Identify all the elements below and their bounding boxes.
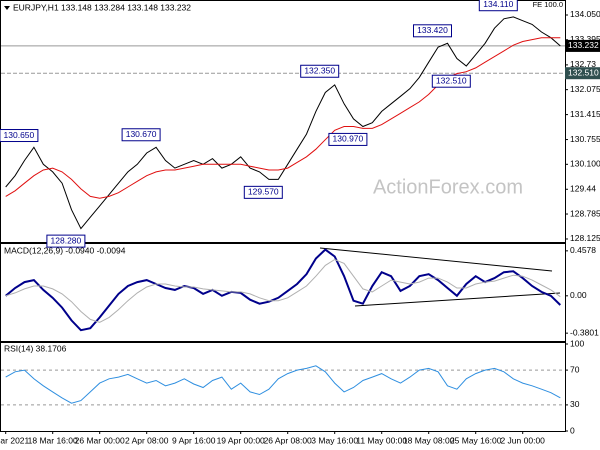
y-tick-label: 134.050 (570, 9, 600, 19)
trendline (319, 247, 553, 272)
y-tick-label: 130.755 (570, 134, 600, 144)
icon (4, 6, 10, 10)
annotation-box (0, 129, 39, 143)
macd-panel (0, 243, 566, 342)
series-line (5, 365, 561, 404)
y-tick-label: 133.395 (570, 34, 600, 44)
price-panel (0, 0, 566, 243)
x-tick-label: 18 May 08:00 (403, 435, 455, 445)
x-tick-label: 2 Apr 08:00 (125, 435, 169, 445)
x-tick-label: 3 May 16:00 (311, 435, 358, 445)
annotation-label: 134.110 (483, 0, 513, 9)
x-tick-label: 11 May 00:00 (356, 435, 407, 445)
annotation-box (328, 132, 368, 146)
annotation-label: 130.650 (4, 130, 35, 140)
trendline (354, 292, 561, 307)
rsi-panel (0, 342, 566, 432)
annotation-label: 132.350 (304, 66, 335, 76)
x-tick-label: 2 Jun 00:00 (500, 435, 545, 445)
x-tick-label: 25 May 16:00 (450, 435, 502, 445)
fe-label: FE 100.0 (533, 0, 563, 9)
y-tick-label: 128.785 (570, 208, 600, 218)
annotation-box (431, 74, 471, 88)
y-tick-label: 130.100 (570, 159, 600, 169)
annotation-label: 128.280 (51, 235, 82, 245)
series-line (5, 258, 561, 323)
series-line (5, 248, 561, 332)
annotation-box (46, 234, 86, 248)
y-tick-label: 131.415 (570, 109, 600, 119)
annotation-box (300, 64, 340, 78)
annotation-label: 133.420 (417, 25, 448, 35)
y-tick-label: 0.00 (570, 290, 587, 300)
annotation-label: 129.570 (248, 187, 279, 197)
y-tick-label: 30 (570, 399, 580, 409)
price-box (565, 39, 600, 52)
annotation-label: 130.970 (333, 134, 364, 144)
rsi-title: RSI(14) 38.1706 (4, 343, 67, 353)
y-tick-label: 0.4578 (570, 245, 596, 255)
series-line (5, 37, 561, 199)
series-line (5, 16, 561, 230)
price-box-label: 133.232 (568, 40, 599, 50)
y-tick-label: 129.44 (570, 184, 596, 194)
y-tick-label: 132.73 (570, 59, 596, 69)
macd-title: MACD(12,26,9) -0.0940 -0.0094 (4, 245, 126, 255)
watermark: ActionForex.com (373, 176, 523, 198)
annotation-label: 132.510 (436, 75, 467, 85)
price-box-label: 132.510 (568, 67, 599, 77)
x-tick-label: 26 Mar 00:00 (75, 435, 125, 445)
x-tick-label: 18 Mar 16:00 (28, 435, 78, 445)
y-tick-label: 0 (570, 425, 575, 435)
x-tick-label: 19 Apr 00:00 (217, 435, 265, 445)
y-tick-label: 128.125 (570, 233, 600, 243)
annotation-box (413, 24, 452, 38)
annotation-box (478, 0, 518, 12)
x-tick-label: 11 Mar 2021 (0, 435, 30, 445)
x-tick-label: 26 Apr 08:00 (264, 435, 312, 445)
y-tick-label: 132.075 (570, 84, 600, 94)
price-title: EURJPY,H1 133.148 133.284 133.148 133.23… (13, 2, 191, 12)
y-tick-label: 70 (570, 364, 580, 374)
y-tick-label: -0.3801 (570, 327, 599, 337)
annotation-label: 130.670 (126, 129, 157, 139)
y-tick-label: 100 (570, 338, 584, 348)
annotation-box (121, 128, 161, 142)
x-tick-label: 9 Apr 16:00 (172, 435, 216, 445)
annotation-box (243, 185, 283, 199)
price-box (565, 67, 600, 80)
